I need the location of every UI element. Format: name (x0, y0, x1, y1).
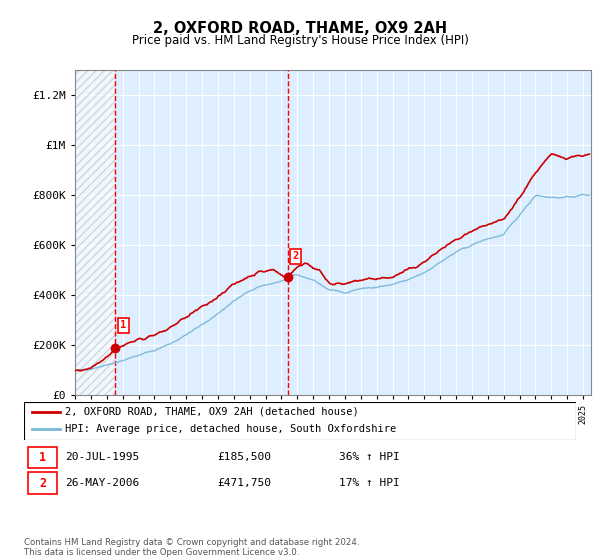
Text: Price paid vs. HM Land Registry's House Price Index (HPI): Price paid vs. HM Land Registry's House … (131, 34, 469, 46)
Text: 26-MAY-2006: 26-MAY-2006 (65, 478, 140, 488)
Text: 1: 1 (120, 320, 127, 330)
Text: 2: 2 (292, 251, 299, 262)
Text: 17% ↑ HPI: 17% ↑ HPI (338, 478, 400, 488)
FancyBboxPatch shape (24, 402, 576, 440)
Text: 36% ↑ HPI: 36% ↑ HPI (338, 452, 400, 463)
FancyBboxPatch shape (28, 447, 57, 468)
Text: £471,750: £471,750 (217, 478, 271, 488)
Text: Contains HM Land Registry data © Crown copyright and database right 2024.
This d: Contains HM Land Registry data © Crown c… (24, 538, 359, 557)
Text: HPI: Average price, detached house, South Oxfordshire: HPI: Average price, detached house, Sout… (65, 424, 397, 435)
Text: 2, OXFORD ROAD, THAME, OX9 2AH (detached house): 2, OXFORD ROAD, THAME, OX9 2AH (detached… (65, 407, 359, 417)
Text: £185,500: £185,500 (217, 452, 271, 463)
FancyBboxPatch shape (28, 473, 57, 494)
Text: 2: 2 (39, 477, 46, 490)
Bar (75, 70, 115, 395)
Text: 20-JUL-1995: 20-JUL-1995 (65, 452, 140, 463)
Text: 1: 1 (39, 451, 46, 464)
Text: 2, OXFORD ROAD, THAME, OX9 2AH: 2, OXFORD ROAD, THAME, OX9 2AH (153, 21, 447, 36)
